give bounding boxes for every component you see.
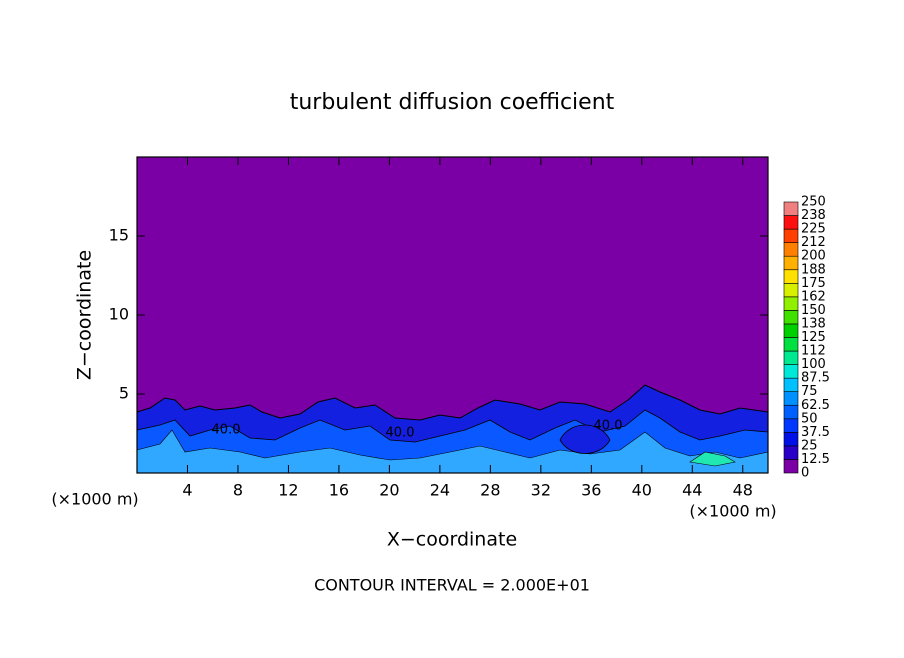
colorbar-band [783, 310, 799, 325]
turbulent-layer [136, 384, 769, 474]
colorbar-label: 0 [801, 466, 809, 481]
x-tick-label: 16 [329, 481, 349, 500]
colorbar-label: 225 [801, 222, 826, 237]
colorbar-band [783, 350, 799, 365]
colorbar-band [783, 215, 799, 230]
y-tick-label: 5 [119, 384, 129, 403]
colorbar-band [783, 391, 799, 406]
colorbar-band [783, 445, 799, 460]
colorbar-band [783, 242, 799, 257]
x-tick-label: 40 [632, 481, 652, 500]
footnote: CONTOUR INTERVAL = 2.000E+01 [314, 576, 590, 595]
colorbar-band [783, 255, 799, 271]
contour-label: 40.0 [386, 426, 415, 441]
x-tick-label: 4 [182, 481, 192, 500]
x-tick-label: 36 [581, 481, 601, 500]
x-tick-label: 44 [682, 481, 702, 500]
colorbar-band [783, 282, 799, 298]
colorbar-band [783, 404, 799, 420]
x-tick-label: 32 [531, 481, 551, 500]
y-tick-label: 15 [109, 226, 129, 245]
colorbar-band [783, 364, 799, 379]
colorbar-band [783, 432, 799, 447]
x-unit-label: (×1000 m) [689, 502, 776, 521]
colorbar-label: 212 [801, 235, 826, 250]
y-tick-label: 10 [109, 305, 129, 324]
colorbar-label: 250 [801, 195, 826, 210]
colorbar-label: 188 [801, 262, 826, 277]
contour-label: 40.0 [212, 423, 241, 438]
colorbar-band [783, 459, 799, 474]
colorbar-band [783, 323, 799, 338]
colorbar-band [783, 269, 799, 284]
colorbar-label: 75 [801, 384, 818, 399]
x-tick-label: 20 [379, 481, 399, 500]
colorbar-band [783, 377, 799, 392]
chart-title: turbulent diffusion coefficient [290, 90, 615, 115]
colorbar-band [783, 201, 799, 216]
colorbar-label: 62.5 [801, 398, 830, 413]
x-tick-label: 48 [733, 481, 753, 500]
x-tick-label: 8 [233, 481, 243, 500]
x-axis-label: X−coordinate [387, 529, 517, 551]
x-unit-label: (×1000 m) [51, 490, 138, 509]
colorbar-band [783, 296, 799, 311]
colorbar-band [783, 337, 799, 352]
colorbar-band [783, 228, 799, 243]
colorbar-label: 12.5 [801, 452, 830, 467]
colorbar-label: 37.5 [801, 425, 830, 440]
colorbar-label: 50 [801, 411, 818, 426]
x-tick-label: 12 [278, 481, 298, 500]
x-tick-label: 24 [430, 481, 450, 500]
x-tick-label: 28 [480, 481, 500, 500]
colorbar-label: 112 [801, 344, 826, 359]
colorbar-label: 100 [801, 357, 826, 372]
colorbar-label: 25 [801, 438, 818, 453]
y-axis-label: Z−coordinate [74, 250, 96, 380]
contour-label: 40.0 [594, 419, 623, 434]
colorbar-label: 150 [801, 303, 826, 318]
colorbar-label: 87.5 [801, 371, 830, 386]
colorbar-label: 200 [801, 249, 826, 264]
colorbar-label: 175 [801, 276, 826, 291]
colorbar-label: 138 [801, 316, 826, 331]
colorbar-label: 162 [801, 289, 826, 304]
colorbar-band [783, 418, 799, 433]
colorbar-label: 238 [801, 208, 826, 223]
colorbar-label: 125 [801, 330, 826, 345]
